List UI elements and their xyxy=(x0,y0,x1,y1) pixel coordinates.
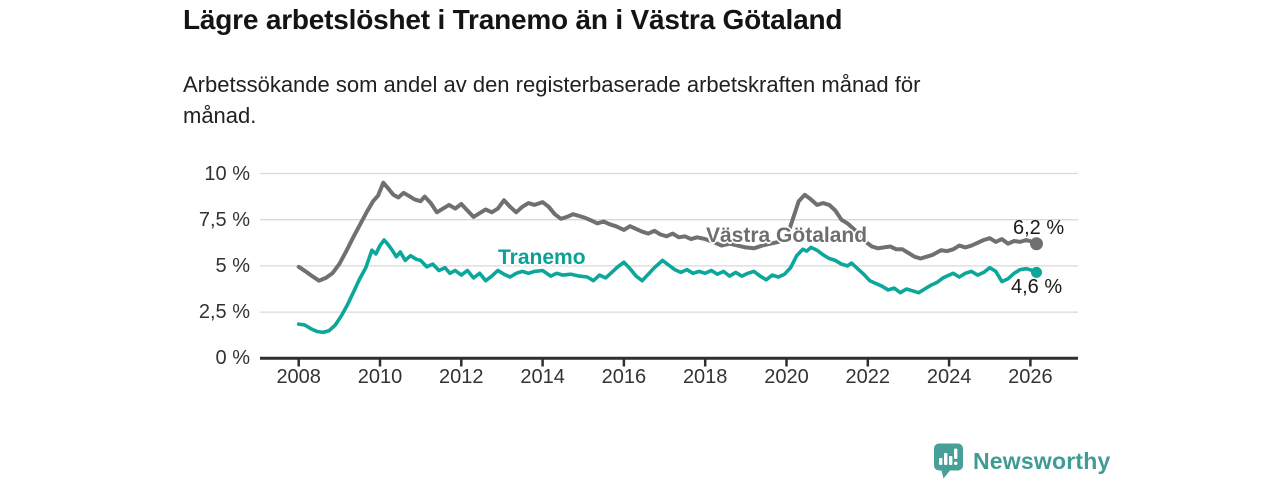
newsworthy-logo: Newsworthy xyxy=(933,443,1110,479)
chart-subtitle-line-2: månad. xyxy=(183,103,257,128)
x-axis-tick-label: 2020 xyxy=(764,366,809,388)
end-dot-v-stra-g-taland xyxy=(1029,237,1043,251)
series-label-tranemo: Tranemo xyxy=(498,246,586,269)
chart-subtitle-line-1: Arbetssökande som andel av den registerb… xyxy=(183,72,921,97)
series-line-v-stra-g-taland xyxy=(296,180,1039,283)
y-axis-tick-label: 0 % xyxy=(215,347,250,370)
y-axis-tick-label: 7,5 % xyxy=(198,208,250,231)
end-dot-tranemo xyxy=(1030,266,1042,278)
x-axis-tick-label: 2024 xyxy=(926,366,972,388)
x-axis-tick-label: 2016 xyxy=(601,366,647,388)
chart-title: Lägre arbetslöshet i Tranemo än i Västra… xyxy=(183,4,843,35)
x-axis-tick-label: 2018 xyxy=(682,366,728,388)
end-value-label-vastra-gotaland: 6,2 % xyxy=(1013,217,1065,239)
y-axis-tick-label: 10 % xyxy=(204,162,250,185)
end-value-label-tranemo: 4,6 % xyxy=(1011,276,1063,298)
chart-subtitle: Arbetssökande som andel av den registerb… xyxy=(183,69,920,131)
y-axis-tick-label: 5 % xyxy=(215,254,250,277)
x-axis-tick-label: 2026 xyxy=(1008,366,1053,388)
y-axis-tick-label: 2,5 % xyxy=(198,301,250,324)
bar-chart-speech-bubble-icon xyxy=(934,443,963,479)
x-axis-tick-label: 2014 xyxy=(520,366,565,388)
x-axis-tick-label: 2012 xyxy=(439,366,484,388)
x-axis-tick-label: 2022 xyxy=(845,366,891,388)
x-axis-tick-label: 2010 xyxy=(357,366,403,388)
x-axis-tick-label: 2008 xyxy=(276,366,321,388)
series-label-vastra-gotaland: Västra Götaland xyxy=(706,224,868,247)
series-line-tranemo xyxy=(296,238,1039,335)
newsworthy-logo-text: Newsworthy xyxy=(973,447,1111,474)
